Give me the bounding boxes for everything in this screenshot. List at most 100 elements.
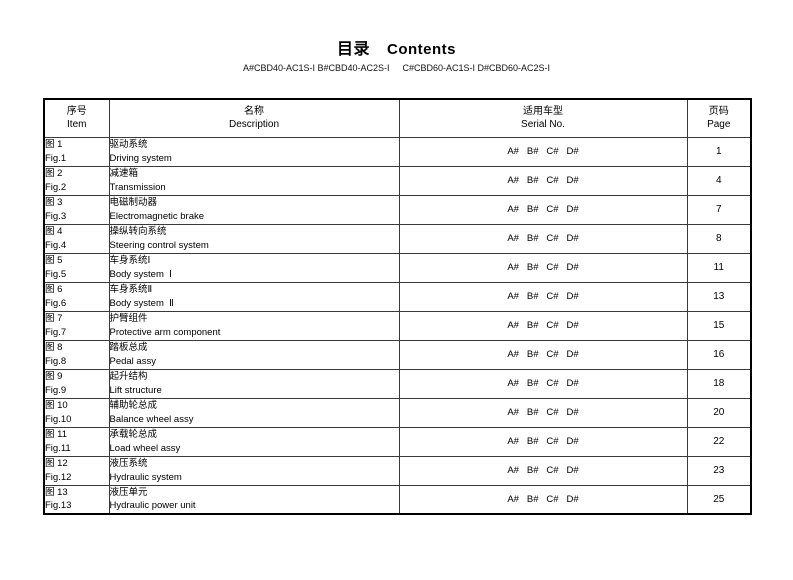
description-cn: 踏板总成 [109, 342, 148, 353]
description-cn: 车身系统Ⅱ [109, 284, 153, 295]
description-en: Driving system [109, 152, 172, 164]
header-item-cn: 序号 [66, 106, 87, 118]
table-row: 图 3 Fig.3 电磁制动器 Electromagnetic brake A#… [43, 194, 752, 225]
table-row: 图 1 Fig.1 驱动系统 Driving system A# B# C# D… [43, 136, 752, 167]
description-en: Protective arm component [109, 326, 221, 338]
header-page-cn: 页码 [708, 106, 729, 118]
header-description-en: Description [228, 119, 280, 131]
description-en: Hydraulic system [109, 471, 182, 483]
description-cell: 车身系统Ⅱ Body system Ⅱ [108, 281, 400, 312]
description-en: Load wheel assy [109, 442, 181, 454]
description-cn: 车身系统Ⅰ [109, 255, 151, 266]
serial-cell: A# B# C# D# [398, 252, 688, 283]
page-cell: 23 [686, 455, 752, 486]
item-label-cn: 图 3 [45, 197, 63, 208]
item-cell: 图 4 Fig.4 [43, 223, 110, 254]
item-cell: 图 6 Fig.6 [43, 281, 110, 312]
page-cell: 16 [686, 339, 752, 370]
description-cn: 操纵转向系统 [109, 226, 167, 237]
serial-cell: A# B# C# D# [398, 397, 688, 428]
item-label-cn: 图 7 [45, 313, 63, 324]
item-label-en: Fig.4 [45, 239, 67, 251]
description-cn: 起升结构 [109, 371, 148, 382]
page-cell: 7 [686, 194, 752, 225]
header-serial: 适用车型 Serial No. [398, 98, 688, 138]
item-label-en: Fig.11 [45, 442, 71, 454]
description-cell: 车身系统Ⅰ Body system Ⅰ [108, 252, 400, 283]
table-row: 图 8 Fig.8 踏板总成 Pedal assy A# B# C# D# 16 [43, 339, 752, 370]
description-cell: 驱动系统 Driving system [108, 136, 400, 167]
description-cn: 液压单元 [109, 486, 148, 498]
item-cell: 图 9 Fig.9 [43, 368, 110, 399]
header-page: 页码 Page [686, 98, 752, 138]
page-title-en: Contents [387, 41, 456, 58]
description-en: Hydraulic power unit [109, 500, 196, 512]
table-header-row: 序号 Item 名称 Description 适用车型 Serial No. 页… [43, 98, 752, 138]
description-cn: 辅助轮总成 [109, 400, 158, 411]
description-cell: 护臂组件 Protective arm component [108, 310, 400, 341]
description-cell: 液压系统 Hydraulic system [108, 455, 400, 486]
item-cell: 图 10 Fig.10 [43, 397, 110, 428]
serial-cell: A# B# C# D# [398, 165, 688, 196]
description-cell: 承载轮总成 Load wheel assy [108, 426, 400, 457]
table-row: 图 4 Fig.4 操纵转向系统 Steering control system… [43, 223, 752, 254]
item-cell: 图 1 Fig.1 [43, 136, 110, 167]
table-row: 图 5 Fig.5 车身系统Ⅰ Body system Ⅰ A# B# C# D… [43, 252, 752, 283]
serial-cell: A# B# C# D# [398, 281, 688, 312]
description-en: Balance wheel assy [109, 413, 194, 425]
page-cell: 13 [686, 281, 752, 312]
item-label-en: Fig.9 [45, 384, 67, 396]
description-cn: 减速箱 [109, 168, 139, 179]
item-label-cn: 图 9 [45, 371, 63, 382]
serial-cell: A# B# C# D# [398, 368, 688, 399]
item-label-en: Fig.3 [45, 210, 67, 222]
page-title-cn: 目录 [336, 41, 370, 58]
description-en: Transmission [109, 181, 166, 193]
table-row: 图 2 Fig.2 减速箱 Transmission A# B# C# D# 4 [43, 165, 752, 196]
item-label-cn: 图 12 [45, 458, 68, 469]
serial-cell: A# B# C# D# [398, 426, 688, 457]
header-item: 序号 Item [43, 98, 110, 138]
table-row: 图 12 Fig.12 液压系统 Hydraulic system A# B# … [43, 455, 752, 486]
item-label-en: Fig.6 [45, 297, 67, 309]
item-label-en: Fig.2 [45, 181, 67, 193]
serial-cell: A# B# C# D# [398, 310, 688, 341]
item-label-en: Fig.5 [45, 268, 67, 280]
item-label-en: Fig.13 [45, 500, 72, 512]
header-page-en: Page [707, 119, 731, 131]
table-row: 图 13 Fig.13 液压单元 Hydraulic power unit A#… [43, 484, 752, 515]
serial-cell: A# B# C# D# [398, 484, 688, 515]
item-label-en: Fig.8 [45, 355, 67, 367]
item-cell: 图 13 Fig.13 [43, 484, 110, 515]
description-en: Body system Ⅱ [109, 297, 174, 309]
item-label-cn: 图 13 [45, 486, 68, 498]
item-label-en: Fig.12 [45, 471, 72, 483]
item-label-en: Fig.7 [45, 326, 67, 338]
description-en: Body system Ⅰ [109, 268, 172, 280]
item-label-cn: 图 11 [45, 429, 68, 440]
item-label-cn: 图 2 [45, 168, 63, 179]
description-cn: 承载轮总成 [109, 429, 158, 440]
description-cn: 护臂组件 [109, 313, 148, 324]
contents-table: 序号 Item 名称 Description 适用车型 Serial No. 页… [43, 98, 752, 515]
page-cell: 15 [686, 310, 752, 341]
serial-cell: A# B# C# D# [398, 194, 688, 225]
table-row: 图 7 Fig.7 护臂组件 Protective arm component … [43, 310, 752, 341]
description-cell: 起升结构 Lift structure [108, 368, 400, 399]
item-cell: 图 2 Fig.2 [43, 165, 110, 196]
table-row: 图 6 Fig.6 车身系统Ⅱ Body system Ⅱ A# B# C# D… [43, 281, 752, 312]
page-cell: 8 [686, 223, 752, 254]
item-cell: 图 7 Fig.7 [43, 310, 110, 341]
item-cell: 图 12 Fig.12 [43, 455, 110, 486]
description-cell: 减速箱 Transmission [108, 165, 400, 196]
header-description: 名称 Description [108, 98, 400, 138]
item-cell: 图 3 Fig.3 [43, 194, 110, 225]
item-label-cn: 图 4 [45, 226, 63, 237]
item-label-cn: 图 1 [45, 139, 63, 150]
page-title: 目录 Contents [0, 35, 793, 59]
model-codes-line: A#CBD40-AC1S-I B#CBD40-AC2S-I C#CBD60-AC1… [0, 63, 793, 73]
description-cell: 液压单元 Hydraulic power unit [108, 484, 400, 515]
description-cell: 电磁制动器 Electromagnetic brake [108, 194, 400, 225]
table-row: 图 11 Fig.11 承载轮总成 Load wheel assy A# B# … [43, 426, 752, 457]
item-cell: 图 11 Fig.11 [43, 426, 110, 457]
